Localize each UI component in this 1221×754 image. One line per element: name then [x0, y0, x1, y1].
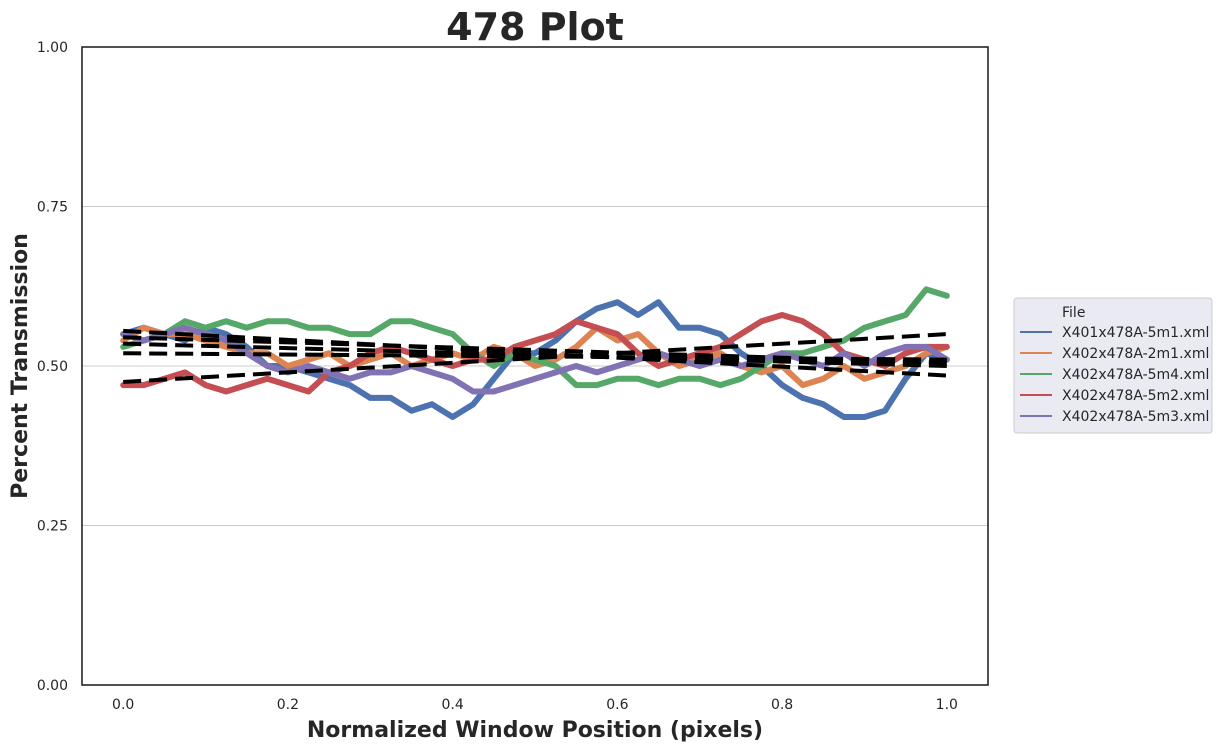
- series-line-3: [120, 286, 950, 389]
- plot-frame: [81, 46, 989, 686]
- legend-label: X402x478A-2m1.xml: [1062, 346, 1209, 362]
- x-tick-label: 0.0: [112, 697, 134, 713]
- y-axis-label: Percent Transmission: [8, 233, 33, 499]
- y-axis-ticks: 0.00 0.25 0.50 0.75 1.00: [37, 40, 68, 694]
- legend-box: [1013, 297, 1213, 434]
- trend-line-2: [123, 341, 947, 368]
- trend-line-5: [123, 351, 947, 362]
- y-tick-label: 0.50: [37, 359, 68, 375]
- x-axis-ticks: 0.0 0.2 0.4 0.6 0.8 1.0: [112, 697, 958, 713]
- series-lines: [120, 286, 950, 420]
- y-tick-label: 0.00: [37, 678, 68, 694]
- legend-title: File: [1062, 305, 1085, 321]
- legend-label: X402x478A-5m4.xml: [1062, 367, 1209, 383]
- trend-line-3: [123, 328, 947, 378]
- legend-label: X402x478A-5m3.xml: [1062, 409, 1209, 425]
- x-axis-label: Normalized Window Position (pixels): [307, 718, 763, 743]
- series-line-4: [120, 312, 950, 395]
- y-tick-label: 0.25: [37, 519, 68, 535]
- chart-title: 478 Plot: [446, 5, 624, 49]
- trend-lines: [123, 328, 947, 384]
- legend-label: X402x478A-5m2.xml: [1062, 388, 1209, 404]
- x-tick-label: 0.4: [442, 697, 464, 713]
- legend-label: X401x478A-5m1.xml: [1062, 325, 1209, 341]
- legend: File X401x478A-5m1.xmlX402x478A-2m1.xmlX…: [1013, 297, 1213, 434]
- y-tick-label: 1.00: [37, 40, 68, 56]
- x-tick-label: 0.8: [771, 697, 793, 713]
- y-tick-label: 0.75: [37, 200, 68, 216]
- legend-items: X401x478A-5m1.xml X402x478A-2m1.xml X402x4…: [1020, 325, 1209, 425]
- trend-line-4: [123, 332, 947, 384]
- x-tick-label: 1.0: [936, 697, 958, 713]
- x-tick-label: 0.2: [277, 697, 299, 713]
- x-tick-label: 0.6: [606, 697, 628, 713]
